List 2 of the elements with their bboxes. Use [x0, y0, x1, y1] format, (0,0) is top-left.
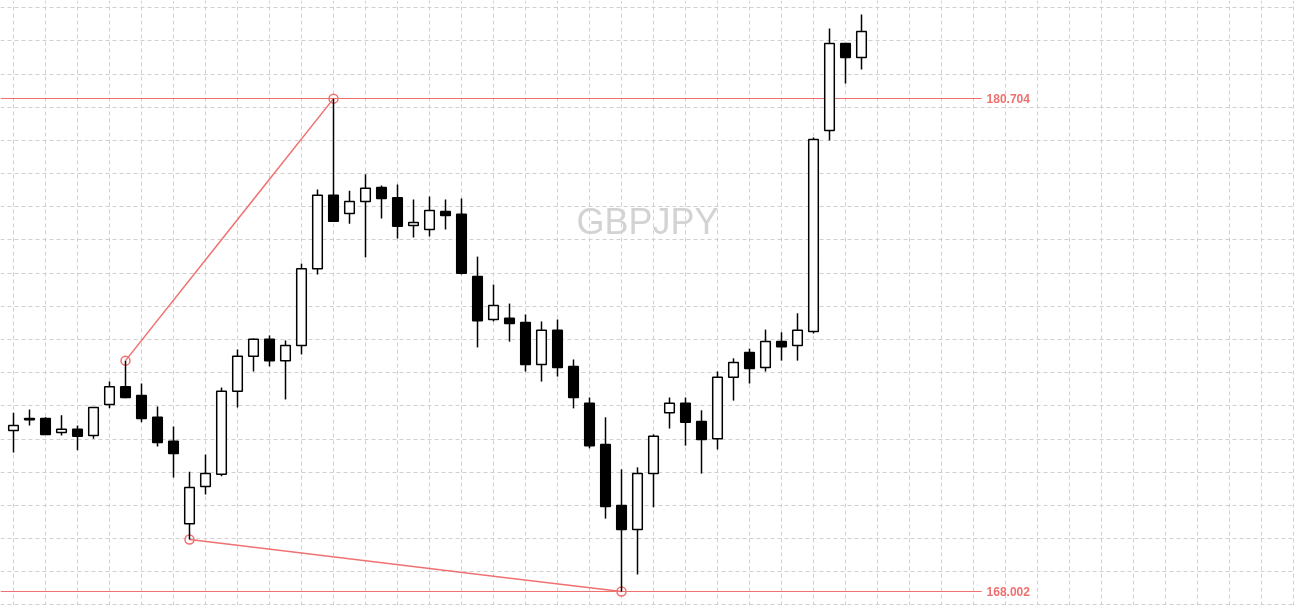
ref-line-label: 180.704: [986, 92, 1031, 106]
ref-line-label: 168.002: [986, 584, 1031, 599]
